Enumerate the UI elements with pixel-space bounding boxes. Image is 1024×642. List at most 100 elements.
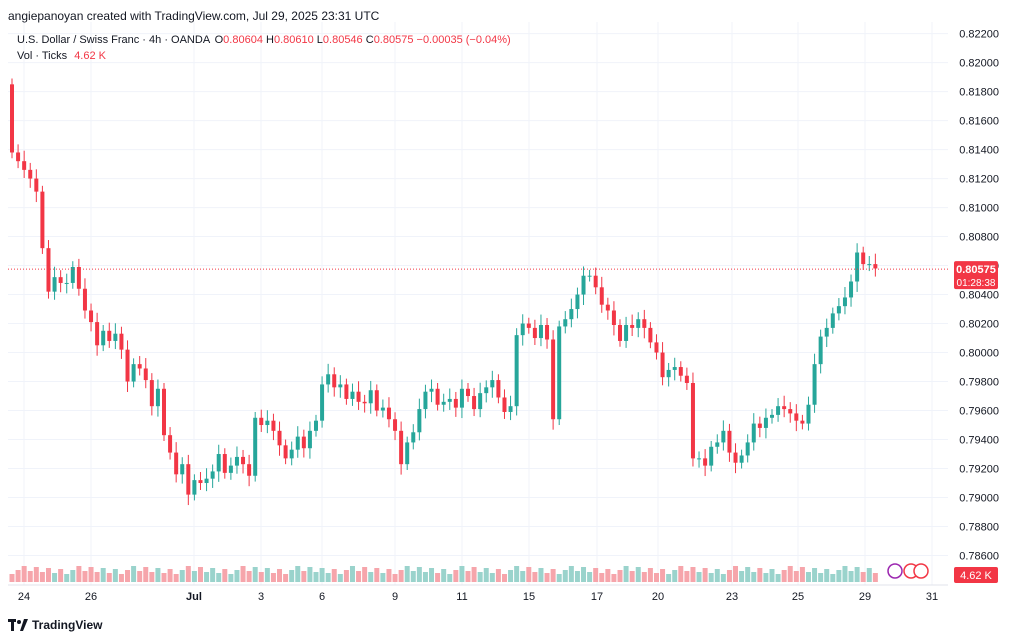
volume-bar xyxy=(64,574,70,582)
time-tick-label: 6 xyxy=(319,591,325,603)
candle-body xyxy=(441,401,446,405)
volume-bar xyxy=(283,574,289,582)
candle-body xyxy=(222,454,227,473)
volume-bar xyxy=(866,568,872,582)
candle-body xyxy=(399,430,404,465)
candle-body xyxy=(125,349,130,382)
candle-body xyxy=(545,324,550,340)
volume-bar xyxy=(793,571,799,582)
candle-body xyxy=(131,364,136,382)
tradingview-brand[interactable]: TradingView xyxy=(8,618,102,632)
volume-bar xyxy=(805,572,811,582)
candle-body xyxy=(241,456,246,465)
candle-body xyxy=(307,430,312,449)
volume-label[interactable]: Vol · Ticks xyxy=(17,50,68,62)
candle-body xyxy=(447,398,452,402)
volume-bar xyxy=(143,567,149,582)
candle-body xyxy=(228,465,233,473)
volume-bar xyxy=(751,572,757,582)
volume-bar xyxy=(532,572,538,582)
volume-bar xyxy=(100,568,106,582)
candle-body xyxy=(28,169,33,179)
volume-bar xyxy=(258,572,264,582)
volume-bar xyxy=(483,568,489,582)
volume-bar xyxy=(118,574,124,582)
volume-bar xyxy=(167,569,173,582)
volume-bar xyxy=(501,574,507,582)
volume-bar xyxy=(39,572,45,582)
candle-body xyxy=(198,480,203,484)
candle-body xyxy=(155,388,160,407)
candle-body xyxy=(551,339,556,420)
volume-bar xyxy=(270,573,276,582)
candle-body xyxy=(855,252,860,282)
price-tick-label: 0.81600 xyxy=(959,116,999,128)
price-badges: 0.80575 01:28:38 4.62 K xyxy=(887,261,998,583)
candle-body xyxy=(727,430,732,453)
volume-bar xyxy=(368,572,374,582)
volume-bar xyxy=(623,566,629,582)
price-tick-label: 0.78600 xyxy=(959,551,999,563)
volume-bar xyxy=(191,571,197,582)
price-tick-label: 0.82200 xyxy=(959,29,999,41)
volume-bar xyxy=(289,570,295,582)
candle-body xyxy=(526,323,531,328)
open-value: 0.80604 xyxy=(223,34,263,46)
candle-body xyxy=(429,388,434,392)
volume-bar xyxy=(568,566,574,582)
candle-body xyxy=(794,413,799,421)
candle-body xyxy=(800,420,805,424)
candle-body xyxy=(575,294,580,310)
volume-bar xyxy=(489,573,495,582)
candle-body xyxy=(581,275,586,295)
candle-body xyxy=(113,333,118,341)
volume-bar xyxy=(629,571,635,582)
symbol-legend: U.S. Dollar / Swiss Franc · 4h · OANDA O… xyxy=(17,34,511,46)
candle-body xyxy=(137,364,142,369)
candle-body xyxy=(715,442,720,447)
candle-body xyxy=(265,420,270,426)
volume-bar xyxy=(653,573,659,582)
candle-body xyxy=(326,374,331,385)
volume-bar xyxy=(337,574,343,582)
volume-bar xyxy=(708,573,714,582)
volume-bar xyxy=(149,572,155,582)
volume-bar xyxy=(477,572,483,582)
candle-body xyxy=(332,374,337,388)
volume-bar xyxy=(435,573,441,582)
volume-bar xyxy=(137,571,143,582)
volume-bar xyxy=(374,568,380,582)
time-tick-label: 20 xyxy=(652,591,664,603)
candle-body xyxy=(788,409,793,414)
candle-body xyxy=(192,480,197,495)
volume-bar xyxy=(690,567,696,582)
volume-bar xyxy=(836,570,842,582)
candle-body xyxy=(508,406,513,412)
candle-body xyxy=(338,384,343,388)
volume-bar xyxy=(277,569,283,582)
symbol-name[interactable]: U.S. Dollar / Swiss Franc · 4h · OANDA xyxy=(17,34,210,46)
candle-body xyxy=(295,436,300,450)
price-tick-label: 0.79200 xyxy=(959,464,999,476)
candle-body xyxy=(666,369,671,378)
high-value: 0.80610 xyxy=(273,34,314,46)
candle-body xyxy=(386,407,391,420)
candle-body xyxy=(836,306,841,314)
volume-bar xyxy=(349,566,355,582)
candle-body xyxy=(314,420,318,431)
volume-bar xyxy=(185,566,191,582)
candle-body xyxy=(763,417,768,428)
volume-bar xyxy=(562,570,568,582)
volume-bar xyxy=(714,569,720,582)
volume-bar xyxy=(544,573,550,582)
candle-body xyxy=(374,390,379,411)
time-axis: 24 26 Jul 3 6 9 11 15 17 20 23 25 29 31 xyxy=(18,591,938,603)
volume-bar xyxy=(252,567,258,582)
volume-bar xyxy=(228,574,234,582)
candle-body xyxy=(757,423,762,428)
volume-bar xyxy=(15,570,21,582)
candle-body xyxy=(532,327,537,339)
time-tick-label: 26 xyxy=(85,591,97,603)
candle-body xyxy=(40,191,45,249)
